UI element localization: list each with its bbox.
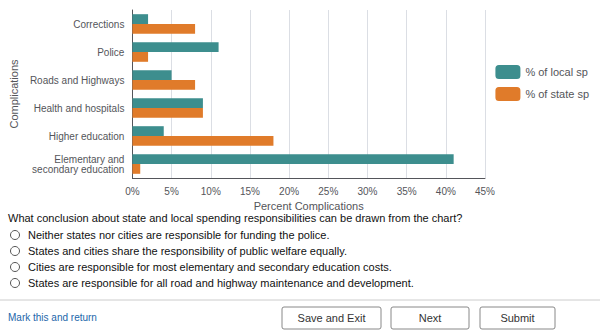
svg-text:25%: 25% <box>318 186 338 197</box>
svg-text:Higher education: Higher education <box>49 131 125 142</box>
svg-text:Police: Police <box>97 47 125 58</box>
svg-text:% of local sp: % of local sp <box>525 66 587 78</box>
svg-text:Elementary and: Elementary and <box>54 153 125 165</box>
svg-text:Cities are responsible for mos: Cities are responsible for most elementa… <box>28 261 392 273</box>
svg-text:Next: Next <box>419 312 442 324</box>
svg-text:20%: 20% <box>279 186 299 197</box>
svg-text:Roads and Highways: Roads and Highways <box>30 75 125 86</box>
svg-text:15%: 15% <box>240 186 260 197</box>
svg-text:States and cities share the re: States and cities share the responsibili… <box>28 245 347 257</box>
svg-text:% of state sp: % of state sp <box>525 88 589 100</box>
svg-text:Save and Exit: Save and Exit <box>298 312 366 324</box>
svg-text:Submit: Submit <box>500 312 534 324</box>
svg-text:0%: 0% <box>125 186 140 197</box>
svg-text:Complications: Complications <box>8 59 20 129</box>
svg-text:30%: 30% <box>357 186 377 197</box>
svg-text:Neither states nor cities are: Neither states nor cities are responsibl… <box>28 229 329 241</box>
svg-text:secondary education: secondary education <box>32 164 124 175</box>
svg-text:States are responsible for all: States are responsible for all road and … <box>28 277 414 289</box>
svg-text:Corrections: Corrections <box>73 19 124 30</box>
svg-text:40%: 40% <box>436 186 456 197</box>
svg-text:5%: 5% <box>164 186 179 197</box>
svg-text:What conclusion about state an: What conclusion about state and local sp… <box>8 212 462 224</box>
svg-text:Percent Complications: Percent Complications <box>254 200 365 212</box>
svg-text:Health and hospitals: Health and hospitals <box>34 103 125 114</box>
svg-text:10%: 10% <box>201 186 221 197</box>
svg-text:35%: 35% <box>397 186 417 197</box>
svg-text:Mark this and return: Mark this and return <box>8 312 97 323</box>
svg-text:45%: 45% <box>475 186 495 197</box>
